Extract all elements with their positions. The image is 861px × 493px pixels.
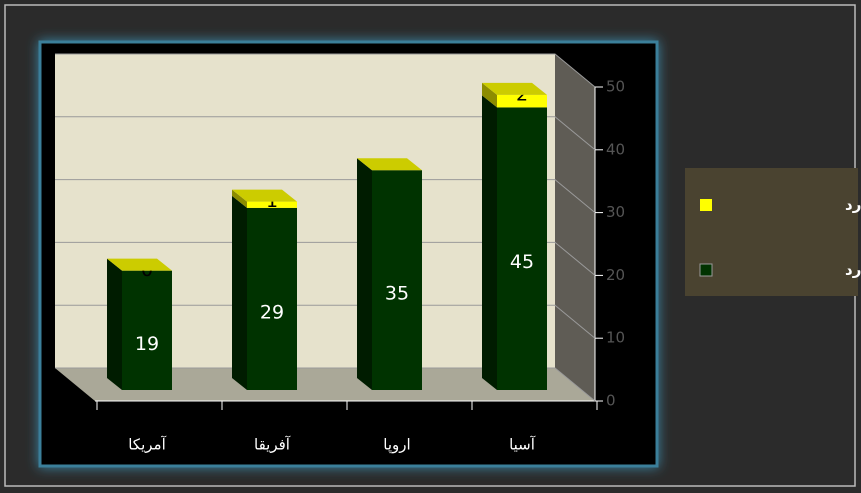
- legend-swatch: [699, 263, 713, 277]
- grid-line: [55, 241, 596, 276]
- grid-line: [55, 116, 596, 151]
- legend-label: وب سایت دارد: [845, 261, 861, 279]
- y-tick-label: 30: [606, 203, 625, 221]
- legend-label: وب سایت ندارد: [845, 196, 861, 214]
- side-wall: [555, 54, 595, 401]
- x-tick-label: آمریکا: [128, 436, 166, 454]
- grid-line: [55, 179, 596, 213]
- back-wall: [55, 54, 555, 368]
- bar: [372, 170, 422, 390]
- y-tick-label: 40: [606, 140, 625, 158]
- value-label: 19: [135, 333, 159, 355]
- legend: [685, 168, 858, 296]
- bar-top: [232, 189, 297, 202]
- grid-line: [55, 53, 596, 88]
- bar-side: [482, 82, 497, 108]
- value-label: 29: [260, 301, 284, 323]
- y-tick-label: 50: [606, 78, 625, 96]
- legend-swatch: [700, 199, 712, 211]
- bar: [122, 270, 172, 390]
- bar: [497, 107, 547, 391]
- y-tick-label: 0: [606, 392, 616, 410]
- bar: [247, 207, 297, 390]
- bar-side: [482, 95, 497, 391]
- x-tick-label: آسیا: [509, 436, 536, 454]
- y-tick-label: 20: [606, 266, 625, 284]
- x-tick-label: آفریقا: [254, 436, 291, 454]
- bar-side: [357, 158, 372, 390]
- bar-side: [232, 189, 247, 208]
- bar-side: [232, 195, 247, 390]
- bar-top: [357, 158, 422, 171]
- x-tick-label: اروپا: [383, 436, 410, 455]
- value-label: 35: [385, 283, 409, 305]
- value-label: 45: [510, 251, 534, 273]
- floor: [55, 368, 595, 401]
- y-tick-label: 10: [606, 329, 625, 347]
- bar-side: [107, 258, 122, 390]
- bar: [497, 94, 547, 108]
- bar-top: [482, 82, 547, 95]
- bar-top: [107, 258, 172, 271]
- grid-line: [55, 367, 596, 402]
- grid-line: [55, 304, 596, 339]
- bar: [247, 201, 297, 208]
